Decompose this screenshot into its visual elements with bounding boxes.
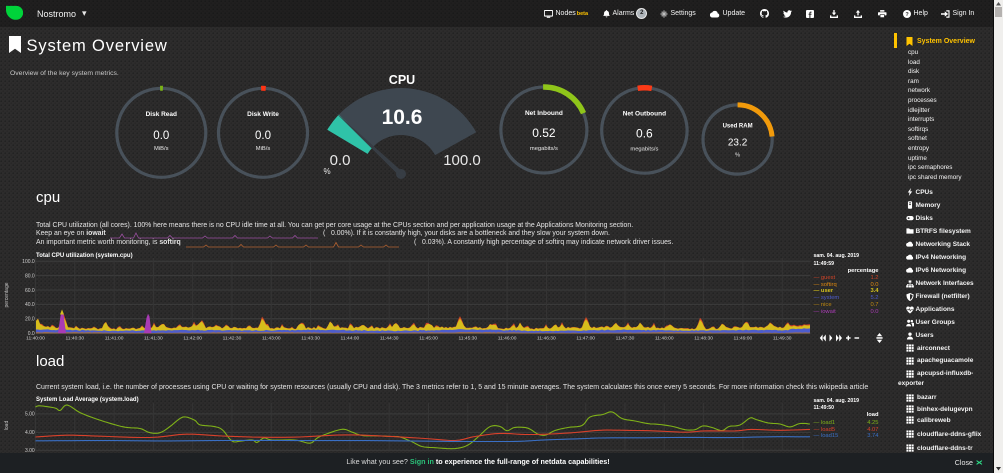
svg-text:percentage: percentage [4,282,10,307]
svg-text:80.0: 80.0 [25,273,35,279]
svg-text:11:47:30: 11:47:30 [616,335,635,341]
svg-text:MiB/s: MiB/s [154,146,169,152]
svg-text:megabits/s: megabits/s [530,146,558,152]
svg-text:11:49:00: 11:49:00 [734,335,753,341]
svg-text:%: % [735,153,740,159]
svg-text:4.00: 4.00 [25,430,35,436]
svg-text:100.0: 100.0 [22,259,35,265]
svg-text:11:49:30: 11:49:30 [773,335,792,341]
svg-text:11:46:30: 11:46:30 [537,335,556,341]
svg-text:11:42:30: 11:42:30 [223,335,242,341]
svg-text:11:45:30: 11:45:30 [458,335,477,341]
svg-text:CPU: CPU [389,73,415,87]
svg-text:megabits/s: megabits/s [630,147,658,153]
svg-text:Disk Read: Disk Read [146,111,177,118]
svg-text:5.00: 5.00 [25,412,35,418]
svg-text:11:40:00: 11:40:00 [26,335,45,341]
svg-text:0.6: 0.6 [636,127,653,141]
svg-text:0.0: 0.0 [153,130,169,142]
svg-text:11:48:30: 11:48:30 [694,335,713,341]
svg-text:11:42:00: 11:42:00 [183,335,202,341]
svg-text:?: ? [905,12,909,18]
svg-text:0.0: 0.0 [330,152,351,169]
svg-text:20.0: 20.0 [25,317,35,323]
svg-text:11:43:30: 11:43:30 [301,335,320,341]
svg-text:MiB/s: MiB/s [256,146,271,152]
svg-text:11:43:00: 11:43:00 [262,335,281,341]
svg-text:11:47:00: 11:47:00 [576,335,595,341]
svg-text:11:40:30: 11:40:30 [65,335,84,341]
svg-text:Net Outbound: Net Outbound [623,111,666,118]
svg-text:Used RAM: Used RAM [723,124,753,130]
svg-text:11:41:00: 11:41:00 [105,335,124,341]
svg-text:10.6: 10.6 [382,106,423,129]
svg-text:0.0: 0.0 [28,331,35,337]
svg-text:0.0: 0.0 [255,130,271,142]
svg-text:Net Inbound: Net Inbound [525,110,563,117]
svg-text:11:44:00: 11:44:00 [341,335,360,341]
svg-text:100.0: 100.0 [443,152,481,169]
svg-text:11:41:30: 11:41:30 [144,335,163,341]
svg-text:11:45:00: 11:45:00 [419,335,438,341]
svg-text:%: % [323,167,330,176]
svg-text:60.0: 60.0 [25,288,35,294]
svg-text:Disk Write: Disk Write [247,111,279,118]
svg-text:11:46:00: 11:46:00 [498,335,517,341]
svg-text:40.0: 40.0 [25,302,35,308]
svg-text:3.00: 3.00 [25,448,35,454]
svg-text:11:44:30: 11:44:30 [380,335,399,341]
svg-text:11:48:00: 11:48:00 [655,335,674,341]
svg-text:load: load [4,421,10,431]
svg-text:23.2: 23.2 [728,138,748,149]
svg-text:0.52: 0.52 [532,126,556,140]
